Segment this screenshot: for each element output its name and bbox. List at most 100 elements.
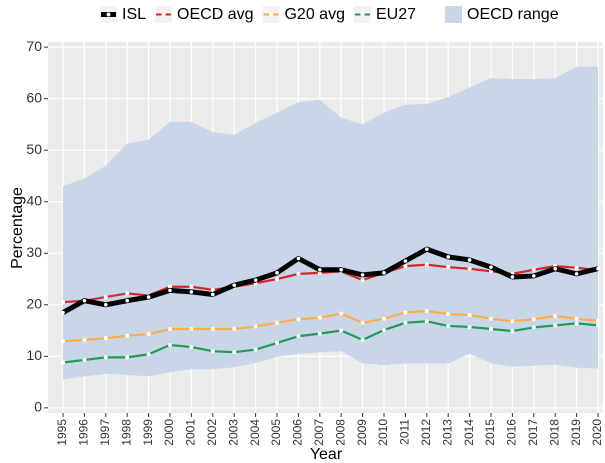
legend-point [268,12,273,17]
x-tick-label: 2003 [226,419,240,446]
point [574,272,579,276]
x-tick-label: 2008 [333,419,347,446]
point [253,347,258,352]
point [253,324,258,329]
x-tick-label: 2004 [248,419,262,446]
y-tick-label: 0 [34,399,42,415]
x-tick-label: 2000 [162,419,176,446]
x-tick-label: 1996 [77,419,91,446]
range-area [63,66,598,380]
x-tick-label: 2020 [590,419,604,446]
point [360,320,365,325]
point [232,350,237,355]
point [168,284,172,289]
point [424,262,429,267]
point [82,298,87,303]
y-tick-label: 40 [26,192,42,208]
series-line [62,320,599,364]
point [296,256,301,261]
point [382,328,386,333]
point [403,259,408,263]
point [275,320,279,325]
point [146,352,151,357]
point [510,275,515,279]
legend-label: G20 avg [284,6,344,23]
point [125,298,129,303]
point [467,324,472,329]
y-tick-label: 70 [26,38,42,54]
legend-point [106,12,111,17]
y-tick-label: 30 [26,244,42,260]
x-tick-label: 2002 [205,419,219,446]
point [61,300,65,305]
point [425,247,429,251]
point [467,313,472,318]
x-tick-label: 2010 [376,419,390,446]
x-tick-label: 2013 [440,419,454,446]
point [210,327,215,332]
point [403,264,408,269]
point [232,283,236,288]
point [103,336,108,341]
x-tick-label: 2016 [505,419,519,446]
x-tick-label: 2001 [184,419,198,446]
point [339,328,344,333]
point [189,345,194,350]
point [275,271,279,275]
point [125,291,130,296]
point [360,337,365,342]
point [103,295,108,300]
legend-label: EU27 [376,6,416,23]
legend-point [360,12,365,17]
x-tick-label: 2018 [547,419,561,446]
point [82,337,87,342]
point [403,320,408,325]
y-tick-label: 60 [26,89,42,105]
x-tick-label: 2011 [398,419,412,445]
x-tick-label: 2014 [462,419,476,446]
legend-label: OECD avg [177,6,253,23]
point [210,287,215,292]
point [61,360,65,365]
legend-label: OECD range [467,6,559,23]
x-tick-label: 1999 [141,419,155,446]
point [339,311,344,316]
point [168,288,172,293]
point [189,290,194,294]
point [146,295,151,299]
point [489,327,493,332]
point [467,258,472,262]
point [296,271,301,276]
point [61,339,65,344]
series-line [62,309,599,343]
point [510,319,515,324]
x-tick-label: 2005 [269,419,283,446]
x-tick-label: 2007 [312,419,326,446]
point [532,274,536,278]
x-axis-title: Year [310,446,343,463]
point [125,355,130,360]
point [489,316,493,321]
legend-key [445,6,462,23]
point [104,302,108,307]
point [489,265,493,269]
point [553,323,558,328]
point [531,267,536,272]
x-tick-label: 1995 [55,419,69,446]
point [232,327,237,332]
point [296,317,301,322]
legend-point [161,12,166,17]
point [61,310,65,315]
point [360,273,365,277]
point [553,266,557,271]
y-tick-label: 20 [26,295,42,311]
point [446,255,451,259]
point [467,266,472,271]
point [146,332,151,337]
point [125,333,130,338]
y-tick-label: 10 [26,347,42,363]
point [446,323,451,328]
point [82,357,87,362]
point [553,314,558,319]
x-tick-label: 1997 [98,419,112,446]
